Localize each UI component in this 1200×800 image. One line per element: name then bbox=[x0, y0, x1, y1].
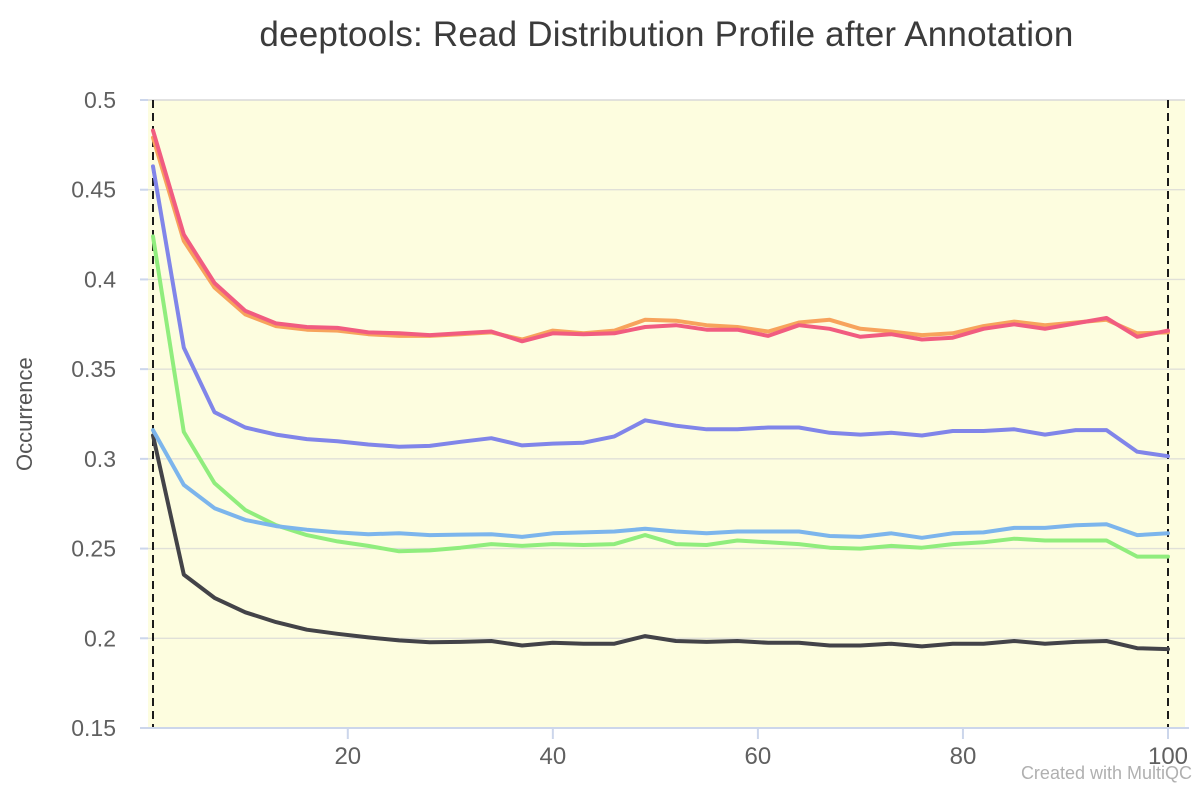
y-tick-label: 0.5 bbox=[84, 87, 116, 113]
x-tick-label: 80 bbox=[950, 743, 977, 770]
plot-background[interactable] bbox=[148, 100, 1185, 728]
y-tick-label: 0.15 bbox=[71, 715, 116, 741]
x-tick-label: 60 bbox=[745, 743, 772, 770]
series-line-red[interactable] bbox=[151, 128, 1170, 344]
y-tick-label: 0.3 bbox=[84, 446, 116, 472]
y-tick-label: 0.2 bbox=[84, 625, 116, 651]
chart-title: deeptools: Read Distribution Profile aft… bbox=[259, 15, 1074, 54]
series-line-purple[interactable] bbox=[151, 164, 1170, 459]
series-line-orange[interactable] bbox=[151, 135, 1170, 342]
multiqc-watermark: Created with MultiQC bbox=[1020, 763, 1192, 783]
y-tick-label: 0.4 bbox=[84, 266, 116, 292]
x-tick-label: 40 bbox=[539, 743, 566, 770]
x-tick-label: 100 bbox=[1148, 743, 1188, 770]
series-line-blue[interactable] bbox=[151, 428, 1170, 540]
y-tick-label: 0.35 bbox=[71, 356, 116, 382]
y-tick-label: 0.25 bbox=[71, 536, 116, 562]
x-tick-label: 20 bbox=[334, 743, 361, 770]
y-tick-label: 0.45 bbox=[71, 177, 116, 203]
series-line-green[interactable] bbox=[151, 234, 1170, 559]
series-line-black[interactable] bbox=[151, 433, 1170, 652]
